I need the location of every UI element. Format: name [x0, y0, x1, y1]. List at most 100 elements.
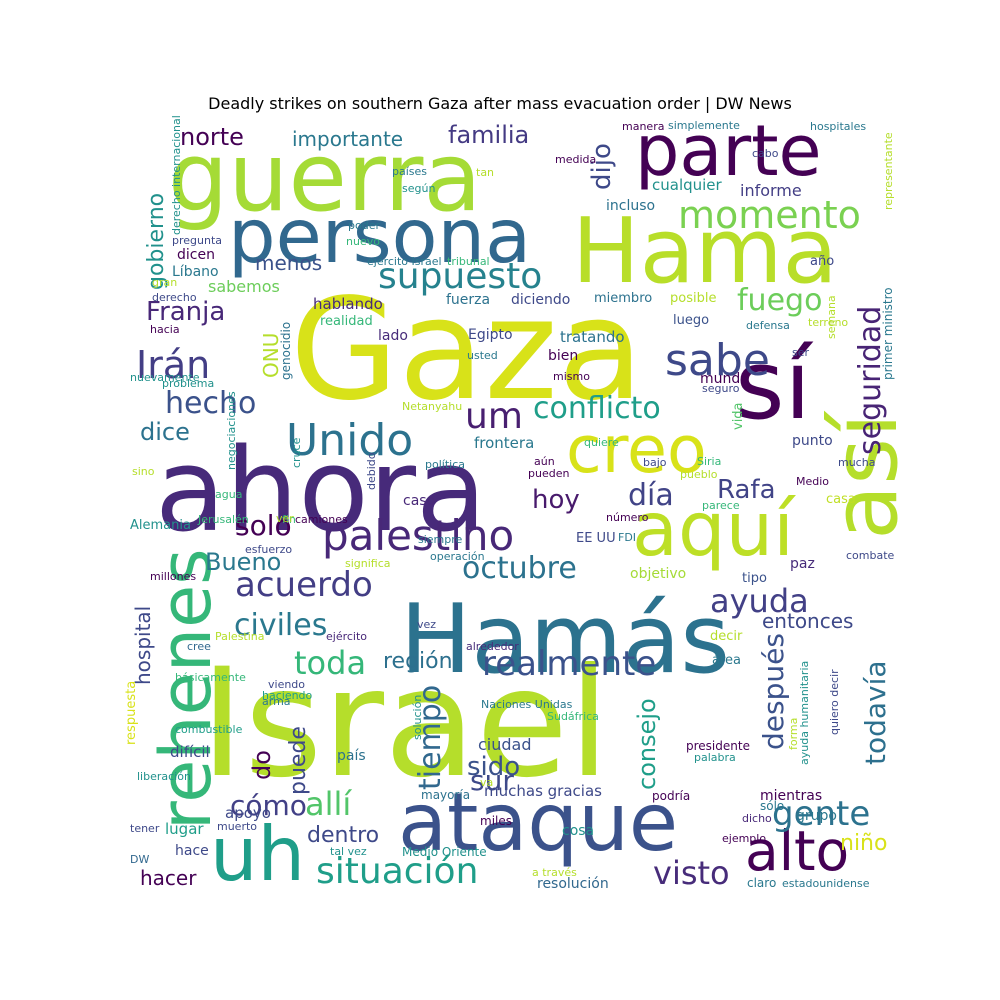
- word-nuevamente: nuevamente: [130, 371, 200, 384]
- word-decir: decir: [710, 629, 743, 644]
- word-luego: luego: [673, 313, 709, 328]
- word-hacia: hacia: [150, 323, 180, 336]
- word-cree: cree: [187, 640, 211, 653]
- word-hamás: Hamás: [400, 585, 730, 695]
- word-genocidio: genocidio: [279, 322, 293, 380]
- word-norte: norte: [180, 123, 244, 151]
- word-sur: sur: [470, 764, 514, 797]
- word-acuerdo: acuerdo: [235, 565, 373, 605]
- word-alemania: Alemania: [130, 518, 191, 533]
- word-posible: posible: [670, 291, 716, 306]
- word-terreno: terreno: [808, 316, 848, 329]
- word-pregunta: pregunta: [172, 234, 222, 247]
- word-ee-uu: EE UU: [576, 531, 616, 546]
- word-creo: creo: [566, 413, 707, 488]
- word-pueblo: pueblo: [680, 468, 718, 481]
- word-bien: bien: [548, 348, 578, 364]
- word-tener: tener: [130, 822, 160, 835]
- word-política: política: [425, 458, 465, 471]
- word-ataque: ataque: [398, 776, 678, 869]
- word-millones: millones: [150, 570, 196, 583]
- word-nuevo: nuevo: [346, 235, 380, 248]
- word-difícil: difícil: [170, 743, 210, 761]
- word-jerusalén: Jerusalén: [197, 513, 249, 526]
- word-solución: solución: [411, 695, 424, 740]
- word-dicen: dicen: [177, 247, 215, 263]
- word-hama: Hama: [572, 199, 838, 304]
- word-sabe: sabe: [665, 335, 770, 386]
- word-ver: ver: [276, 512, 294, 525]
- word-cruce: cruce: [290, 437, 303, 468]
- word-tipo: tipo: [742, 571, 767, 586]
- word-mundo: mundo: [700, 371, 749, 387]
- word-representante: representante: [882, 132, 895, 210]
- word-situación: situación: [316, 851, 478, 892]
- word-caso: caso: [403, 493, 435, 509]
- word-gobierno: gobierno: [144, 193, 169, 290]
- word-familia: familia: [448, 121, 529, 149]
- word-podría: podría: [652, 789, 690, 803]
- word-do: do: [248, 750, 276, 780]
- word-siempre: siempre: [418, 533, 463, 546]
- word-parte: parte: [635, 110, 822, 192]
- word-hospitales: hospitales: [810, 120, 866, 133]
- word-palabra: palabra: [694, 751, 736, 764]
- word-egipto: Egipto: [468, 327, 513, 343]
- word-apoyo: apoyo: [225, 804, 271, 822]
- word-sólo: sólo: [760, 799, 784, 813]
- word-ejército: ejército: [326, 630, 367, 643]
- word-dice: dice: [140, 418, 190, 446]
- word-negociaciones: negociaciones: [225, 391, 238, 470]
- word-paz: paz: [790, 556, 815, 572]
- word-seguridad: seguridad: [853, 306, 888, 455]
- word-líbano: Líbano: [172, 264, 219, 280]
- word-hacer: hacer: [140, 866, 197, 890]
- word-fuerza: fuerza: [446, 292, 490, 308]
- word-ayuda: ayuda: [710, 582, 809, 620]
- word-pueden: pueden: [528, 467, 569, 480]
- word-miles: miles: [480, 814, 512, 828]
- word-simplemente: simplemente: [668, 119, 740, 132]
- word-alrededor: alrededor: [466, 640, 519, 653]
- word-objetivo: objetivo: [630, 566, 686, 582]
- word-informe: informe: [740, 181, 802, 200]
- word-civiles: civiles: [234, 608, 327, 643]
- word-dijo: dijo: [587, 143, 617, 190]
- word-casa: casa: [826, 492, 856, 507]
- word-menos: menos: [255, 251, 322, 275]
- word-toda: toda: [294, 644, 366, 682]
- word-guerra: guerra: [168, 123, 482, 233]
- word-hace: hace: [175, 843, 209, 859]
- word-unido: Unido: [286, 415, 413, 466]
- word-cualquier: cualquier: [652, 176, 723, 194]
- word-octubre: octubre: [462, 551, 577, 586]
- word-país: país: [337, 748, 366, 764]
- word-fuego: fuego: [737, 283, 822, 318]
- word-palestino: palestino: [322, 511, 514, 560]
- word-dentro: dentro: [307, 823, 379, 848]
- word-sudáfrica: Sudáfrica: [547, 710, 599, 723]
- word-ayuda-humanitaria: ayuda humanitaria: [798, 661, 811, 765]
- word-mayoría: mayoría: [421, 788, 470, 802]
- word-consejo: consejo: [633, 698, 661, 790]
- word-área: área: [712, 653, 741, 668]
- word-después: después: [757, 633, 790, 750]
- word-primer-ministro: primer ministro: [881, 287, 895, 380]
- word-momento: momento: [678, 193, 861, 237]
- word-mucha: mucha: [838, 456, 875, 469]
- word-realidad: realidad: [320, 314, 373, 329]
- word-hoy: hoy: [532, 485, 580, 515]
- word-frontera: frontera: [474, 434, 534, 452]
- word-dicho: dicho: [742, 812, 772, 825]
- word-tribunal: tribunal: [447, 255, 490, 268]
- word-conflicto: conflicto: [533, 391, 661, 426]
- word-supuesto: supuesto: [378, 256, 542, 297]
- word-irán: Irán: [136, 343, 210, 387]
- word-onu: ONU: [259, 333, 283, 378]
- word-quiere: quiere: [584, 436, 619, 449]
- word-cosa: cosa: [562, 823, 594, 839]
- word-medio-oriente: Medio Oriente: [402, 845, 487, 859]
- word-región: región: [383, 649, 453, 674]
- word-puede: puede: [286, 726, 311, 795]
- word-tiempo: tiempo: [413, 685, 448, 790]
